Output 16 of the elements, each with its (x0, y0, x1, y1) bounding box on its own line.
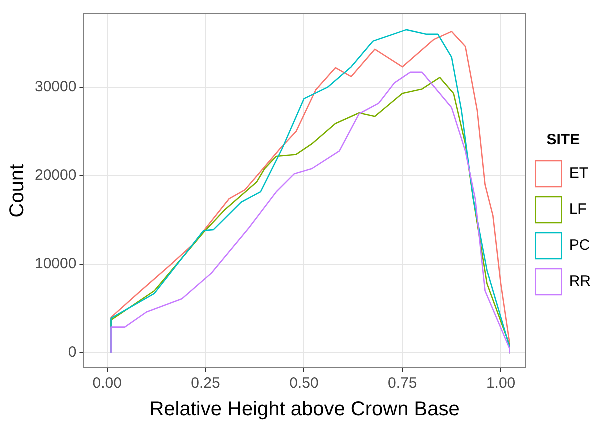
x-tick-label: 0.50 (290, 375, 319, 392)
legend-label: RR (569, 273, 592, 290)
y-axis-title: Count (6, 164, 29, 218)
x-axis-title: Relative Height above Crown Base (150, 398, 460, 421)
legend-title: SITE (546, 132, 580, 149)
x-tick-label: 0.75 (388, 375, 418, 392)
y-tick-label: 30000 (34, 78, 77, 96)
x-tick-label: 1.00 (486, 375, 516, 392)
y-tick-label: 20000 (34, 167, 77, 184)
legend-label: LF (569, 201, 587, 218)
legend-label: ET (569, 165, 589, 182)
x-tick-label: 0.25 (191, 375, 220, 392)
y-tick-label: 0 (68, 344, 77, 362)
legend-label: PC (569, 237, 590, 254)
y-tick-label: 10000 (34, 256, 77, 273)
x-tick-label: 0.00 (92, 375, 122, 392)
